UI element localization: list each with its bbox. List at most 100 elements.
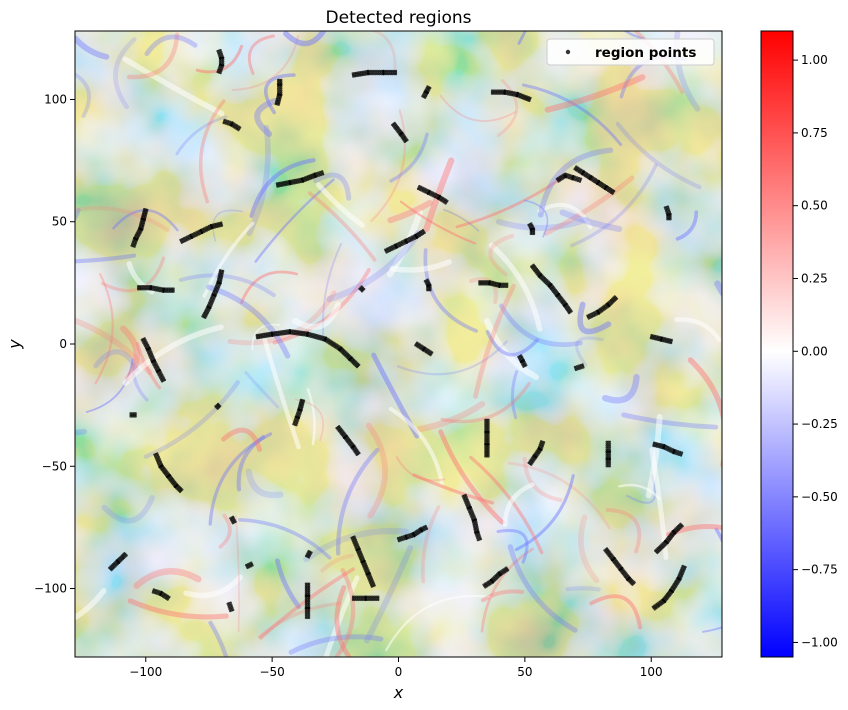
vorticity-filament [75,588,107,621]
vorticity-filament [206,284,291,359]
region-point [567,176,570,180]
region-point [484,427,487,430]
region-point [578,180,582,183]
region-point [407,536,410,540]
region-point [158,289,161,293]
region-38 [229,515,237,525]
colorbar: 1.00 0.75 0.50 0.25 0.00 −0.25 −0.50 −0.75 −1.00 [760,30,838,658]
region-point [295,413,298,417]
region-point [681,524,684,528]
vorticity-filament [488,233,515,277]
region-point [391,72,394,76]
region-37 [652,441,684,457]
vorticity-filament [365,422,388,519]
region-point [605,463,608,466]
vorticity-filament [577,301,612,335]
vorticity-filament [333,568,356,657]
colorbar-tick-label: 1.00 [801,53,828,67]
vorticity-filament [496,528,529,564]
region-point [500,285,503,289]
vorticity-filament [499,303,583,347]
region-point [237,128,240,132]
region-31 [292,398,306,427]
vorticity-filament [143,380,240,459]
region-point [129,415,132,418]
region-27 [573,363,585,372]
region-30 [214,402,222,410]
vorticity-filament [275,558,301,609]
region-point [304,605,308,608]
region-point [297,333,300,336]
region-point [294,415,298,419]
vorticity-filament [251,323,281,351]
region-point [304,612,308,616]
vorticity-filament [439,94,517,122]
x-axis-ticks: −100 −50 0 50 100 [129,657,663,679]
region-point [351,598,355,602]
vorticity-filament [673,31,701,112]
region-point [540,446,544,450]
region-point [372,72,376,76]
region-point [149,288,152,291]
region-point [279,184,283,188]
region-point [425,527,429,531]
region-29 [129,412,137,418]
region-point [484,422,487,425]
region-point [220,70,223,73]
region-point [283,184,286,187]
region-42 [244,561,254,570]
vorticity-filament [387,199,433,224]
region-45 [603,547,636,586]
region-point [403,140,406,144]
region-point [155,592,158,595]
region-point [131,242,134,246]
region-point [576,368,579,371]
vorticity-filament [221,427,263,452]
region-point [292,421,296,424]
region-point [505,285,509,289]
region-point [605,446,608,449]
region-point [563,175,567,178]
vorticity-filament [183,574,243,599]
region-point [378,72,381,76]
vorticity-filament [75,208,81,222]
region-point [295,411,299,415]
region-point [366,72,370,76]
vorticity-filament [234,515,241,633]
region-6 [490,89,532,103]
region-point [320,173,323,177]
region-point [226,123,229,126]
region-point [146,288,149,291]
region-point [684,565,687,569]
region-point [484,439,487,442]
region-point [162,290,165,293]
region-point [664,208,667,211]
region-point [295,333,298,336]
region-point [280,87,283,90]
region-point [292,422,295,426]
region-point [508,93,511,96]
region-point [160,290,163,293]
region-point [152,288,156,292]
region-point [504,92,508,96]
vorticity-filament [85,358,134,413]
region-point [201,315,204,318]
region-point [304,591,308,594]
region-point [304,584,308,587]
region-32 [335,424,361,457]
region-point [151,591,155,594]
vorticity-filament [399,200,477,245]
region-point [142,288,145,291]
region-point [376,72,379,76]
region-point [484,432,487,435]
region-point [387,72,390,76]
region-36 [605,440,612,468]
region-point [287,183,290,186]
region-21 [529,263,573,315]
region-point [221,60,225,63]
region-point [394,72,398,76]
region-point [522,365,525,368]
region-46 [653,522,684,555]
vorticity-filament [133,568,202,589]
